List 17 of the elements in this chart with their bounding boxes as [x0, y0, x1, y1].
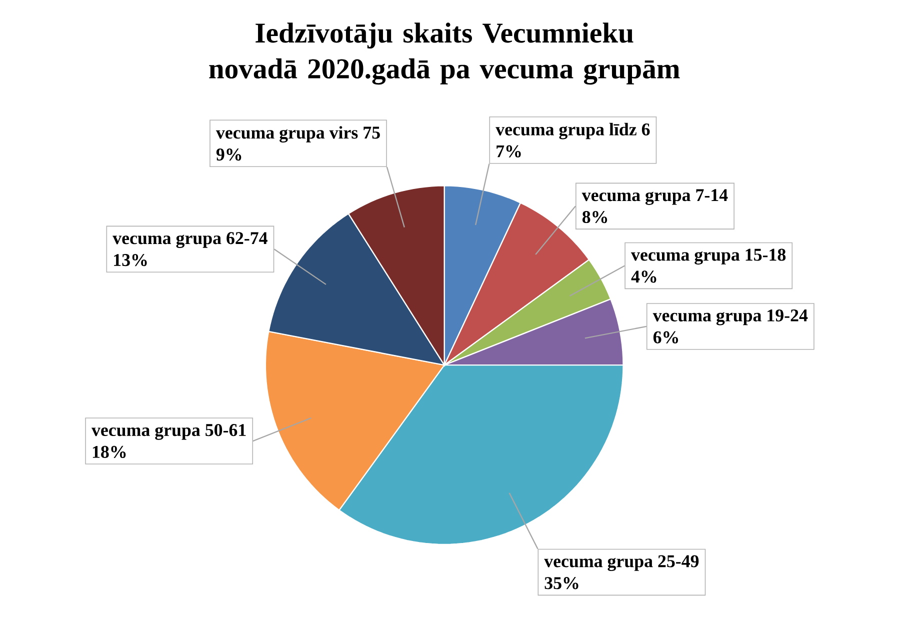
- data-label: 18%: [92, 446, 126, 458]
- slice-label: vecuma grupa līdz 6: [496, 122, 650, 140]
- data-label: 4%: [631, 270, 656, 283]
- data-label: 7%: [496, 145, 521, 158]
- data-label: 9%: [216, 148, 242, 160]
- slice-label: vecuma grupa 62-74: [112, 232, 268, 248]
- data-label: 8%: [582, 210, 608, 223]
- chart-title: Iedzīvotāju skaits Vecumnieku novadā 2020.gadā pa vecuma grupām: [209, 22, 680, 84]
- slice-label: vecuma grupa 50-61: [92, 424, 246, 440]
- data-label: 35%: [544, 576, 578, 589]
- slice-label: vecuma grupa virs 75: [216, 126, 380, 142]
- slice-label: vecuma grupa 19-24: [652, 309, 808, 326]
- slice-label: vecuma grupa 15-18: [631, 248, 786, 264]
- data-label: 6%: [653, 331, 678, 344]
- slice-label: vecuma grupa 25-49: [544, 555, 699, 571]
- data-label: 13%: [114, 254, 147, 266]
- slice-label: vecuma grupa 7-14: [582, 188, 728, 205]
